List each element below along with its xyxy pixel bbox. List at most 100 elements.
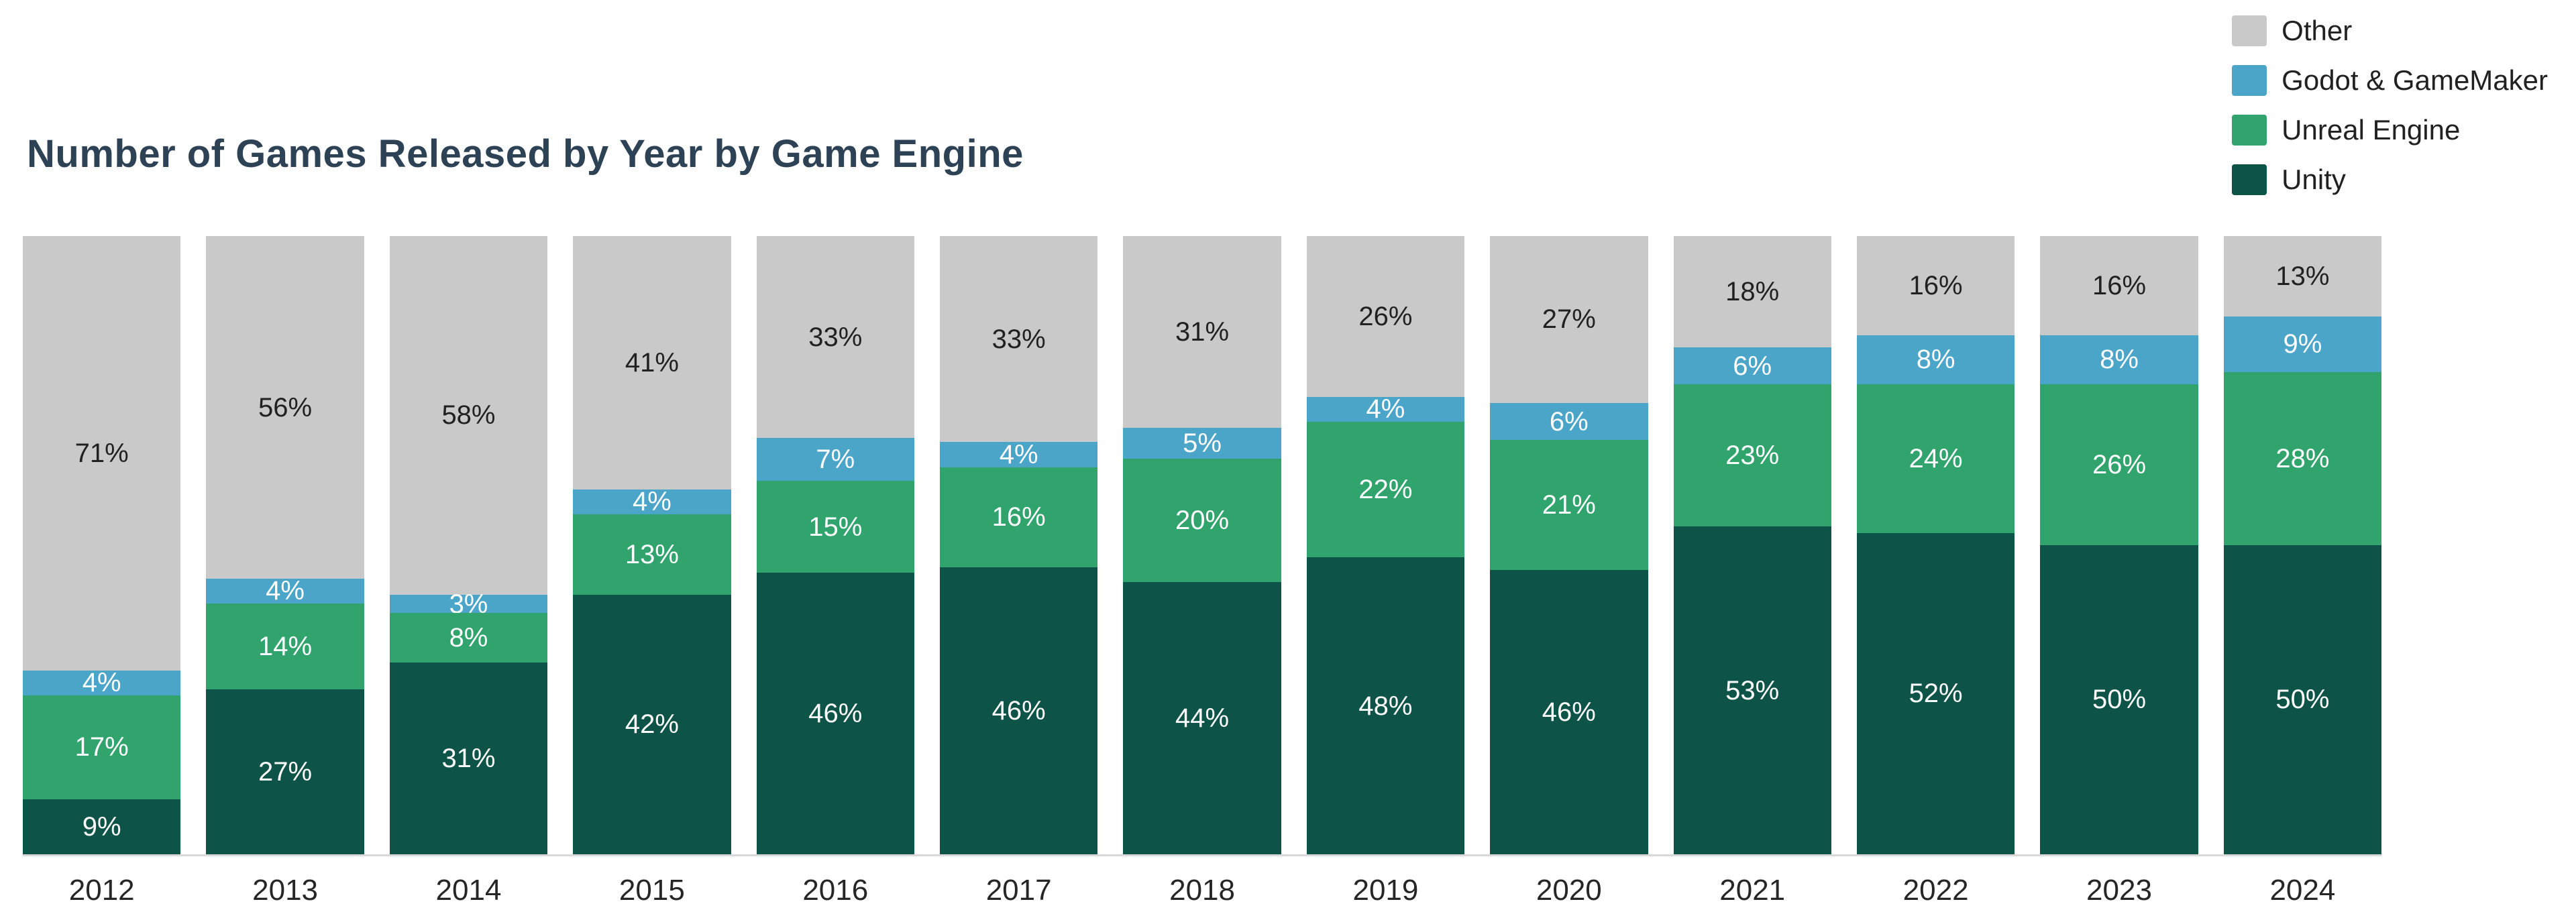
segment-other: 58%	[389, 236, 548, 595]
segment-godot-gamemaker: 4%	[206, 576, 364, 606]
segment-unreal-engine: 15%	[756, 481, 914, 573]
segment-value-label: 33%	[991, 324, 1046, 354]
segment-value-label: 6%	[1549, 406, 1589, 437]
legend-label: Unity	[2282, 164, 2346, 195]
segment-unity: 9%	[23, 799, 181, 854]
segment-other: 33%	[939, 236, 1098, 443]
bar-2019: 26% 4% 22% 48%	[1306, 236, 1465, 854]
segment-other: 26%	[1306, 236, 1465, 397]
legend-item-other: Other	[2232, 15, 2548, 47]
legend-swatch	[2232, 164, 2267, 195]
segment-value-label: 3%	[449, 589, 488, 619]
segment-godot-gamemaker: 6%	[1673, 347, 1831, 385]
segment-value-label: 33%	[808, 322, 863, 352]
segment-unreal-engine: 8%	[389, 613, 548, 663]
segment-unity: 46%	[1490, 569, 1648, 854]
legend-item-unreal-engine: Unreal Engine	[2232, 114, 2548, 146]
legend-label: Godot & GameMaker	[2282, 64, 2548, 96]
bar-2016: 33% 7% 15% 46%	[756, 236, 914, 854]
segment-value-label: 6%	[1733, 351, 1772, 381]
bar-2017: 33% 4% 16% 46%	[939, 236, 1098, 854]
segment-other: 71%	[23, 236, 181, 671]
segment-godot-gamemaker: 4%	[1306, 394, 1465, 424]
segment-unity: 31%	[389, 663, 548, 854]
segment-other: 31%	[1123, 236, 1281, 428]
segment-value-label: 27%	[258, 756, 313, 787]
bar-2023: 16% 8% 26% 50%	[2040, 236, 2198, 854]
chart-title: Number of Games Released by Year by Game…	[27, 132, 1024, 176]
segment-unity: 52%	[1856, 532, 2015, 854]
segment-godot-gamemaker: 4%	[939, 439, 1098, 469]
chart: 71% 4% 17% 9% 56% 4% 14% 27% 58% 3% 8% 31% 41% 4% 13% 4…	[23, 236, 2382, 907]
segment-value-label: 28%	[2275, 443, 2330, 473]
segment-value-label: 48%	[1358, 691, 1413, 721]
segment-value-label: 56%	[258, 392, 313, 422]
segment-value-label: 58%	[441, 400, 496, 431]
x-tick-label: 2022	[1902, 874, 1969, 907]
bar-2022: 16% 8% 24% 52%	[1856, 236, 2015, 854]
segment-godot-gamemaker: 9%	[2223, 316, 2382, 372]
segment-unity: 42%	[573, 594, 731, 854]
x-tick-label: 2013	[252, 874, 319, 907]
segment-unreal-engine: 26%	[2040, 384, 2198, 545]
segment-value-label: 17%	[74, 732, 129, 762]
segment-other: 27%	[1490, 236, 1648, 403]
segment-unity: 53%	[1673, 526, 1831, 854]
segment-unity: 48%	[1306, 557, 1465, 854]
segment-other: 16%	[1856, 236, 2015, 335]
legend-swatch	[2232, 65, 2267, 96]
segment-value-label: 46%	[808, 699, 863, 728]
segment-value-label: 27%	[1542, 304, 1596, 335]
segment-other: 16%	[2040, 236, 2198, 335]
segment-unreal-engine: 21%	[1490, 440, 1648, 570]
segment-godot-gamemaker: 5%	[1123, 427, 1281, 459]
x-tick-label: 2020	[1536, 874, 1602, 907]
segment-value-label: 4%	[1366, 394, 1405, 424]
segment-value-label: 18%	[1725, 276, 1780, 306]
segment-unreal-engine: 24%	[1856, 384, 2015, 533]
x-tick-label: 2016	[802, 874, 869, 907]
segment-godot-gamemaker: 3%	[389, 591, 548, 618]
segment-unreal-engine: 13%	[573, 514, 731, 595]
bar-2012: 71% 4% 17% 9%	[23, 236, 181, 854]
segment-godot-gamemaker: 8%	[2040, 335, 2198, 385]
plot-area: 71% 4% 17% 9% 56% 4% 14% 27% 58% 3% 8% 31% 41% 4% 13% 4…	[23, 236, 2382, 856]
segment-value-label: 13%	[2275, 261, 2330, 291]
segment-unreal-engine: 23%	[1673, 384, 1831, 527]
segment-value-label: 4%	[82, 668, 121, 698]
segment-other: 33%	[756, 236, 914, 439]
segment-godot-gamemaker: 4%	[23, 668, 181, 698]
legend-swatch	[2232, 115, 2267, 146]
bar-2013: 56% 4% 14% 27%	[206, 236, 364, 854]
bar-2015: 41% 4% 13% 42%	[573, 236, 731, 854]
segment-value-label: 31%	[441, 744, 496, 774]
segment-unreal-engine: 17%	[23, 695, 181, 799]
bar-2020: 27% 6% 21% 46%	[1490, 236, 1648, 854]
segment-unreal-engine: 16%	[939, 467, 1098, 567]
x-tick-label: 2015	[619, 874, 685, 907]
segment-unity: 46%	[939, 567, 1098, 854]
segment-value-label: 26%	[2092, 450, 2147, 480]
segment-value-label: 44%	[1175, 703, 1230, 734]
x-tick-label: 2024	[2269, 874, 2336, 907]
segment-value-label: 4%	[266, 576, 305, 606]
segment-value-label: 46%	[991, 695, 1046, 726]
segment-value-label: 42%	[625, 709, 679, 740]
segment-godot-gamemaker: 4%	[573, 488, 731, 515]
bar-2021: 18% 6% 23% 53%	[1673, 236, 1831, 854]
x-tick-label: 2023	[2086, 874, 2152, 907]
legend-swatch	[2232, 15, 2267, 46]
bar-2024: 13% 9% 28% 50%	[2223, 236, 2382, 854]
segment-other: 41%	[573, 236, 731, 490]
bar-2018: 31% 5% 20% 44%	[1123, 236, 1281, 854]
segment-other: 18%	[1673, 236, 1831, 347]
segment-value-label: 16%	[2092, 270, 2147, 300]
segment-godot-gamemaker: 8%	[1856, 335, 2015, 385]
segment-unity: 27%	[206, 689, 364, 854]
segment-value-label: 26%	[1358, 301, 1413, 331]
segment-value-label: 16%	[1909, 270, 1963, 300]
segment-value-label: 13%	[625, 539, 679, 569]
segment-value-label: 50%	[2092, 685, 2147, 715]
segment-value-label: 4%	[999, 439, 1038, 469]
segment-value-label: 20%	[1175, 506, 1230, 536]
